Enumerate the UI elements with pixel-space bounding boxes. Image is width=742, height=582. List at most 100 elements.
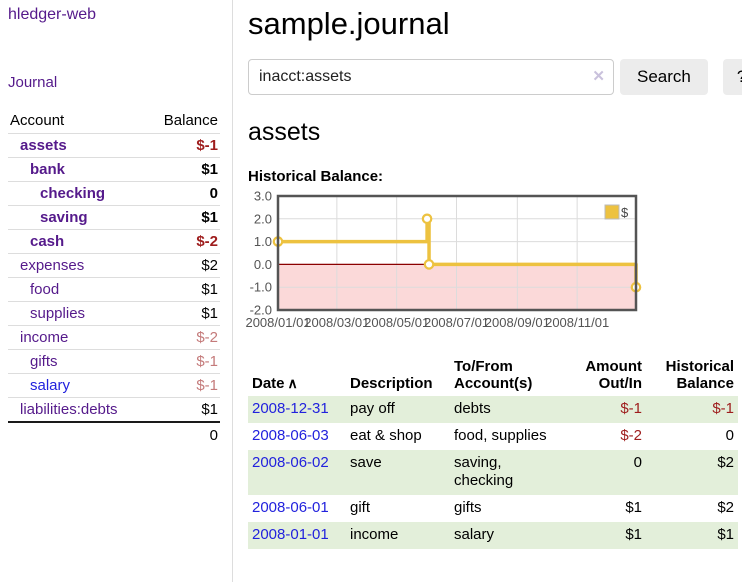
account-row: assets $-1 — [8, 133, 220, 158]
transaction-date-cell: 2008-06-02 — [248, 450, 346, 496]
y-tick-label: 3.0 — [254, 189, 272, 204]
transaction-balance-cell: $1 — [717, 525, 734, 543]
sidebar: hledger-web Journal Account Balance asse… — [0, 0, 233, 582]
transaction-date-cell: 2008-12-31 — [248, 396, 346, 423]
transaction-description-cell: pay off — [350, 400, 395, 417]
account-row: supplies $1 — [8, 301, 220, 326]
account-row: bank $1 — [8, 157, 220, 182]
account-row: expenses $2 — [8, 253, 220, 278]
sidebar-item-journal[interactable]: Journal — [8, 74, 58, 91]
column-header-accounts: To/From Account(s) — [454, 358, 533, 392]
transaction-amount-cell: $1 — [625, 499, 642, 516]
transaction-date-link[interactable]: 2008-06-02 — [252, 453, 329, 471]
data-point-marker — [421, 213, 433, 225]
account-balance: $-1 — [147, 133, 220, 158]
transaction-accounts-cell: debts — [454, 400, 491, 417]
x-tick-label: 2008/03/01 — [304, 315, 369, 330]
y-tick-label: 2.0 — [254, 211, 272, 226]
transaction-accounts-cell: gifts — [454, 499, 482, 516]
account-balance: $1 — [147, 397, 220, 422]
account-link-cash[interactable]: cash — [30, 233, 65, 250]
y-tick-label: 0.0 — [254, 257, 272, 272]
transaction-date-link[interactable]: 2008-01-01 — [252, 525, 329, 543]
account-balance: $-2 — [147, 229, 220, 254]
x-tick-label: 2008/09/01 — [485, 315, 550, 330]
search-button[interactable]: Search — [620, 59, 708, 95]
column-header-date-label: Date — [252, 375, 285, 392]
transactions-table: Date ∧ Description To/From Account(s) Amo… — [248, 356, 738, 549]
transaction-date-link[interactable]: 2008-12-31 — [252, 400, 329, 417]
transaction-balance-cell: 0 — [725, 426, 734, 444]
transaction-date-cell: 2008-06-01 — [248, 495, 346, 522]
account-link-salary[interactable]: salary — [30, 377, 71, 394]
x-tick-label: 2008/01/01 — [245, 315, 310, 330]
account-balance: $-1 — [147, 349, 220, 374]
account-link-assets[interactable]: assets — [20, 137, 67, 154]
transaction-date-cell: 2008-01-01 — [248, 522, 346, 549]
column-header-date[interactable]: Date ∧ — [248, 356, 346, 396]
transaction-description-cell: save — [350, 453, 382, 471]
account-link-checking[interactable]: checking — [40, 185, 106, 202]
account-link-liabilities-debts[interactable]: liabilities:debts — [20, 401, 118, 418]
sort-ascending-icon: ∧ — [287, 375, 298, 391]
accounts-header-row: Account Balance — [8, 108, 220, 134]
clear-search-icon[interactable]: ✕ — [592, 68, 605, 85]
search-box: ✕ — [248, 59, 614, 95]
transaction-balance-cell: $2 — [717, 453, 734, 471]
transaction-date-link[interactable]: 2008-06-01 — [252, 499, 329, 516]
transaction-description-cell: income — [350, 525, 399, 543]
x-tick-label: 2008/11/01 — [545, 315, 609, 330]
transaction-date-cell: 2008-06-03 — [248, 423, 346, 450]
accounts-total-spacer — [8, 421, 148, 447]
accounts-total-value: 0 — [147, 421, 220, 447]
account-link-gifts[interactable]: gifts — [30, 353, 58, 370]
app-title-link[interactable]: hledger-web — [8, 6, 97, 23]
account-balance: $-2 — [147, 325, 220, 350]
account-link-supplies[interactable]: supplies — [30, 305, 86, 322]
account-balance: $1 — [147, 157, 220, 182]
legend-swatch — [604, 204, 620, 220]
transaction-description-cell: gift — [350, 499, 371, 516]
account-link-saving[interactable]: saving — [40, 209, 88, 226]
accounts-total-row: 0 — [8, 421, 220, 447]
column-header-description: Description — [350, 375, 433, 392]
account-link-income[interactable]: income — [20, 329, 69, 346]
chart-svg: $3.0 2.0 1.0 0.0 -1.0 -2.02008/01/012008/03/0… — [245, 189, 642, 330]
transaction-description-cell: eat & shop — [350, 426, 422, 444]
account-balance: $1 — [147, 301, 220, 326]
main-content: sample.journal ✕ Search ? assets Histori… — [233, 0, 742, 582]
account-link-expenses[interactable]: expenses — [20, 257, 85, 274]
account-row: food $1 — [8, 277, 220, 302]
account-row: gifts $-1 — [8, 349, 220, 374]
transaction-row: 2008-12-31 pay off debts $-1 $-1 — [248, 396, 738, 423]
transaction-row: 2008-06-01 gift gifts $1 $2 — [248, 495, 738, 522]
transaction-amount-cell: $-1 — [620, 400, 642, 417]
help-button[interactable]: ? — [722, 59, 742, 95]
search-input[interactable] — [248, 59, 614, 95]
transaction-accounts-cell: salary — [454, 525, 495, 543]
transaction-row: 2008-01-01 income salary $1 $1 — [248, 521, 738, 549]
column-header-balance: Historical Balance — [665, 358, 734, 392]
search-row: ✕ Search ? — [248, 59, 742, 95]
account-heading: assets — [248, 118, 321, 146]
legend-label: $ — [621, 205, 629, 220]
x-tick-label: 2008/05/01 — [364, 315, 429, 330]
account-balance: $-1 — [147, 373, 220, 398]
plot-border — [276, 194, 638, 312]
transaction-balance-cell: $2 — [717, 499, 734, 516]
account-row: cash $-2 — [8, 229, 220, 254]
account-row: liabilities:debts $1 — [8, 397, 220, 422]
y-tick-label: -2.0 — [250, 303, 272, 318]
account-link-food[interactable]: food — [30, 281, 60, 298]
transaction-row: 2008-06-02 save saving, checking 0 $2 — [248, 449, 738, 496]
data-point-marker — [423, 259, 435, 270]
account-row: salary $-1 — [8, 373, 220, 398]
transaction-accounts-cell: saving, checking — [454, 453, 514, 490]
account-balance: $2 — [147, 253, 220, 278]
transaction-date-link[interactable]: 2008-06-03 — [252, 426, 329, 444]
accounts-header-account: Account — [10, 112, 65, 129]
account-row: checking 0 — [8, 181, 220, 206]
transaction-row: 2008-06-03 eat & shop food, supplies $-2 0 — [248, 423, 738, 450]
account-link-bank[interactable]: bank — [30, 161, 66, 178]
